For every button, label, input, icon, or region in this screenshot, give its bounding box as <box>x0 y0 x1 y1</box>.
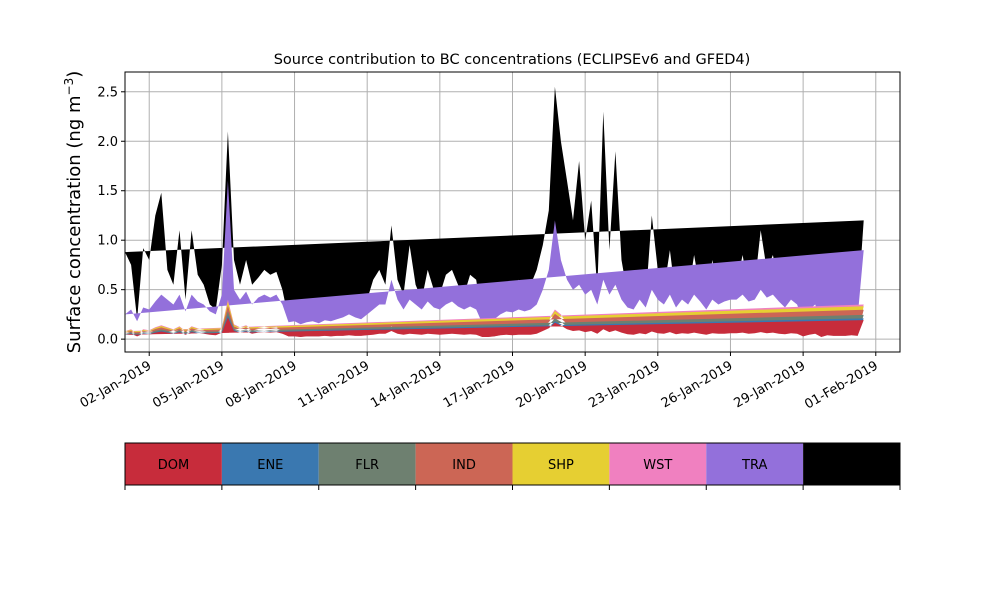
x-tick-label: 02-Jan-2019 <box>78 358 155 411</box>
x-tick-label: 23-Jan-2019 <box>586 358 663 411</box>
legend-label-shp: SHP <box>548 458 574 473</box>
x-tick-label: 20-Jan-2019 <box>514 358 591 411</box>
stacked-areas <box>125 86 864 337</box>
area-BB <box>125 86 864 322</box>
legend-label-dom: DOM <box>158 458 189 473</box>
area-DOM <box>125 317 864 337</box>
legend-swatch-bb <box>803 443 900 485</box>
x-tick-label: 01-Feb-2019 <box>802 358 881 412</box>
legend-swatch-wst <box>609 443 707 485</box>
x-tick-label: 14-Jan-2019 <box>368 358 445 411</box>
y-tick-label: 0.5 <box>97 283 118 298</box>
x-tick-label: 29-Jan-2019 <box>732 358 809 411</box>
legend-label-ind: IND <box>452 458 476 473</box>
legend-label-bb: BB <box>843 458 861 473</box>
chart-title: Source contribution to BC concentrations… <box>274 52 751 68</box>
legend-swatch-ind <box>415 443 513 485</box>
x-tick-label: 26-Jan-2019 <box>659 358 736 411</box>
legend-colorbar: DOM ENE FLR IND SHP WST TRA BB <box>124 442 901 490</box>
legend-swatch-dom <box>125 443 222 485</box>
y-axis-label-close: ) <box>64 71 85 78</box>
y-axis-ticks: 0.0 0.5 1.0 1.5 2.0 2.5 <box>97 85 125 348</box>
y-tick-label: 2.0 <box>97 135 118 150</box>
legend-label-tra: TRA <box>741 458 767 473</box>
legend-swatch-tra <box>706 443 804 485</box>
legend-swatch-ene <box>221 443 319 485</box>
legend-swatch-flr <box>318 443 416 485</box>
y-axis-label-main: Surface concentration (ng m <box>64 95 85 353</box>
x-tick-label: 05-Jan-2019 <box>150 358 227 411</box>
x-axis-ticks: 02-Jan-201905-Jan-201908-Jan-201911-Jan-… <box>78 352 881 412</box>
legend-swatch-shp <box>512 443 610 485</box>
legend-label-wst: WST <box>643 458 672 473</box>
y-axis-label: Surface concentration (ng m−3) <box>62 71 85 354</box>
y-tick-label: 0.0 <box>97 333 118 348</box>
y-axis-label-sup: −3 <box>62 78 76 96</box>
y-tick-label: 2.5 <box>97 85 118 100</box>
y-tick-label: 1.5 <box>97 184 118 199</box>
legend-label-ene: ENE <box>257 458 283 473</box>
legend-label-flr: FLR <box>355 458 379 473</box>
y-tick-label: 1.0 <box>97 234 118 249</box>
x-tick-label: 17-Jan-2019 <box>441 358 518 411</box>
x-tick-label: 08-Jan-2019 <box>223 358 300 411</box>
x-tick-label: 11-Jan-2019 <box>296 358 373 411</box>
area-TRA <box>125 180 864 325</box>
grid-lines <box>125 72 900 352</box>
